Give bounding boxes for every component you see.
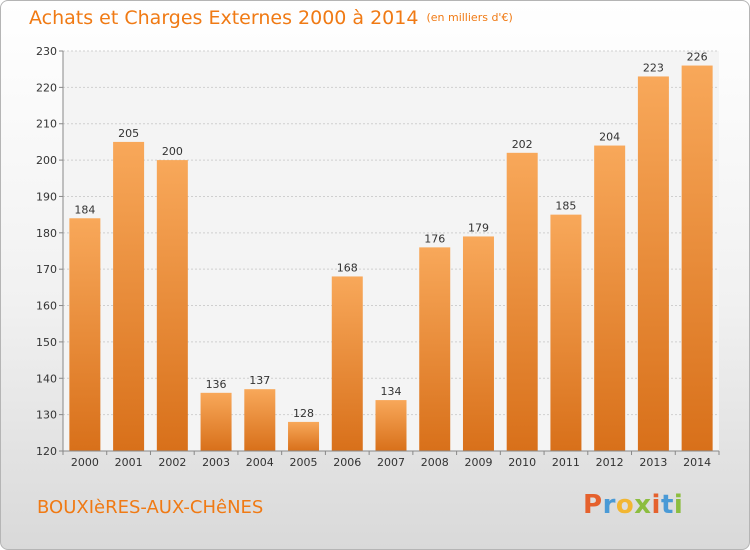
- bar: [288, 421, 320, 451]
- x-tick-label: 2008: [421, 456, 449, 469]
- brand-logo[interactable]: Proxiti: [583, 490, 683, 520]
- y-tick-label: 200: [36, 154, 57, 167]
- bar: [594, 145, 626, 451]
- bar: [244, 389, 276, 451]
- bar: [462, 236, 494, 451]
- brand-letter: i: [651, 490, 661, 520]
- x-tick-label: 2007: [377, 456, 405, 469]
- x-tick-label: 2002: [158, 456, 186, 469]
- y-tick-label: 180: [36, 227, 57, 240]
- y-tick-label: 160: [36, 300, 57, 313]
- data-label: 137: [249, 374, 270, 387]
- data-label: 179: [468, 221, 489, 234]
- city-name: BOUXIèRES-AUX-CHêNES: [37, 497, 264, 518]
- bar: [113, 141, 145, 451]
- data-label: 176: [424, 232, 445, 245]
- data-label: 185: [555, 200, 576, 213]
- data-label: 205: [118, 127, 139, 140]
- y-tick-label: 220: [36, 81, 57, 94]
- brand-letter: x: [634, 490, 652, 520]
- data-label: 134: [381, 385, 402, 398]
- x-tick-label: 2010: [508, 456, 536, 469]
- bar: [200, 392, 232, 451]
- data-label: 128: [293, 407, 314, 420]
- data-label: 184: [74, 203, 95, 216]
- data-label: 136: [206, 378, 227, 391]
- y-tick-label: 190: [36, 190, 57, 203]
- brand-letter: t: [660, 490, 674, 520]
- x-tick-label: 2001: [115, 456, 143, 469]
- x-tick-label: 2004: [246, 456, 274, 469]
- brand-letter: o: [615, 490, 635, 520]
- x-tick-label: 2000: [71, 456, 99, 469]
- y-tick-label: 150: [36, 336, 57, 349]
- y-tick-label: 170: [36, 263, 57, 276]
- y-tick-label: 140: [36, 372, 57, 385]
- x-tick-label: 2006: [333, 456, 361, 469]
- x-tick-label: 2005: [290, 456, 318, 469]
- data-label: 226: [687, 51, 708, 64]
- x-tick-label: 2011: [552, 456, 580, 469]
- data-label: 223: [643, 61, 664, 74]
- bar: [550, 214, 582, 451]
- bar: [156, 160, 188, 451]
- x-tick-label: 2012: [596, 456, 624, 469]
- brand-letter: r: [602, 490, 616, 520]
- data-label: 168: [337, 261, 358, 274]
- bar: [506, 152, 538, 451]
- y-tick-label: 130: [36, 409, 57, 422]
- bar: [419, 247, 451, 451]
- title-unit: (en milliers d'€): [426, 11, 513, 24]
- bar: [375, 400, 407, 451]
- bar: [69, 218, 101, 451]
- x-tick-label: 2003: [202, 456, 230, 469]
- chart-title: Achats et Charges Externes 2000 à 2014 (e…: [29, 7, 513, 29]
- y-tick-label: 120: [36, 445, 57, 458]
- x-tick-label: 2009: [464, 456, 492, 469]
- bar: [331, 276, 363, 451]
- data-label: 200: [162, 145, 183, 158]
- brand-letter: P: [583, 490, 603, 520]
- x-tick-label: 2013: [639, 456, 667, 469]
- y-tick-label: 230: [36, 45, 57, 58]
- bar-chart: 184 205 200 136 137 128 168 134 176 179 202 185 204 2…: [36, 45, 720, 469]
- bar: [681, 65, 713, 451]
- x-tick-label: 2014: [683, 456, 711, 469]
- data-label: 202: [512, 138, 533, 151]
- title-text: Achats et Charges Externes 2000 à 2014: [29, 7, 419, 29]
- brand-letter: i: [673, 490, 684, 520]
- bar: [637, 76, 669, 452]
- data-label: 204: [599, 131, 620, 144]
- y-tick-label: 210: [36, 118, 57, 131]
